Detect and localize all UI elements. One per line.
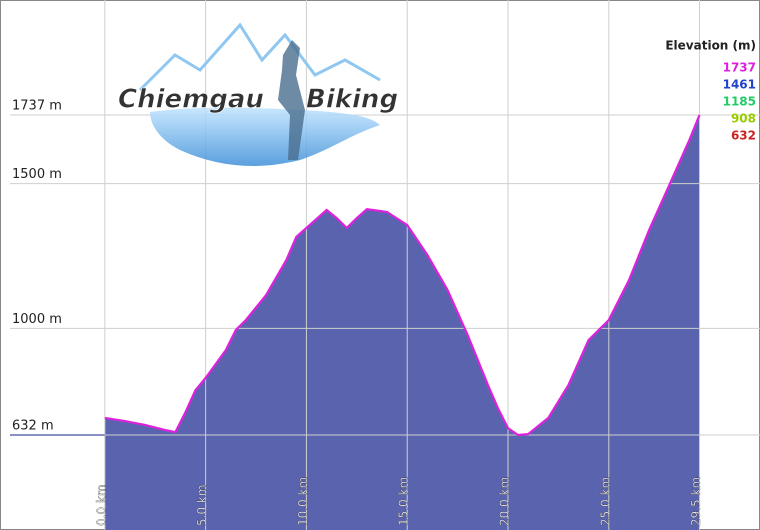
y-tick-label: 1000 m: [12, 312, 62, 327]
logo-lake: [150, 108, 380, 166]
y-tick-label: 1737 m: [12, 98, 62, 113]
logo-text: Chiemgau: [118, 85, 264, 115]
x-tick-label: 0.0 km: [94, 484, 108, 526]
legend-entry: 1737: [723, 61, 756, 75]
y-tick-label: 632 m: [12, 419, 54, 434]
chart: 632 m 1000 m 1500 m 1737 m 0.0 km 5.0 km 10.0 …: [0, 0, 760, 530]
logo: Chiemgau Biking: [118, 25, 398, 166]
y-tick-label: 1500 m: [12, 167, 62, 182]
legend-entry: 1461: [723, 78, 756, 92]
logo-text: Biking: [306, 85, 398, 115]
x-tick-label: 15.0 km: [397, 477, 411, 526]
logo-mountains: [140, 25, 380, 90]
elevation-area: [105, 115, 700, 530]
x-tick-label: 25.0 km: [598, 477, 612, 526]
x-tick-label: 5.0 km: [195, 484, 209, 526]
legend-entry: 908: [731, 112, 756, 126]
legend-entry: 632: [731, 129, 756, 143]
x-tick-label: 20.0 km: [498, 477, 512, 526]
x-tick-label: 10.0 km: [296, 477, 310, 526]
legend-title: Elevation (m): [665, 39, 756, 53]
legend-entry: 1185: [723, 95, 756, 109]
x-tick-label: 29.5 km: [689, 477, 703, 526]
